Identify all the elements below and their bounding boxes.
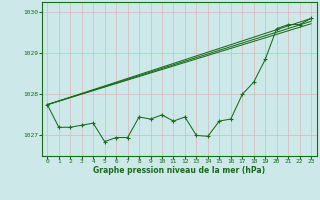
X-axis label: Graphe pression niveau de la mer (hPa): Graphe pression niveau de la mer (hPa)	[93, 166, 265, 175]
